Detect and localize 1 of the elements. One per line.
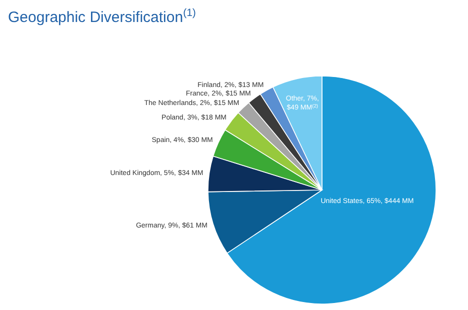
chart-title: Geographic Diversification$^{(1)}$ bbox=[8, 7, 196, 26]
